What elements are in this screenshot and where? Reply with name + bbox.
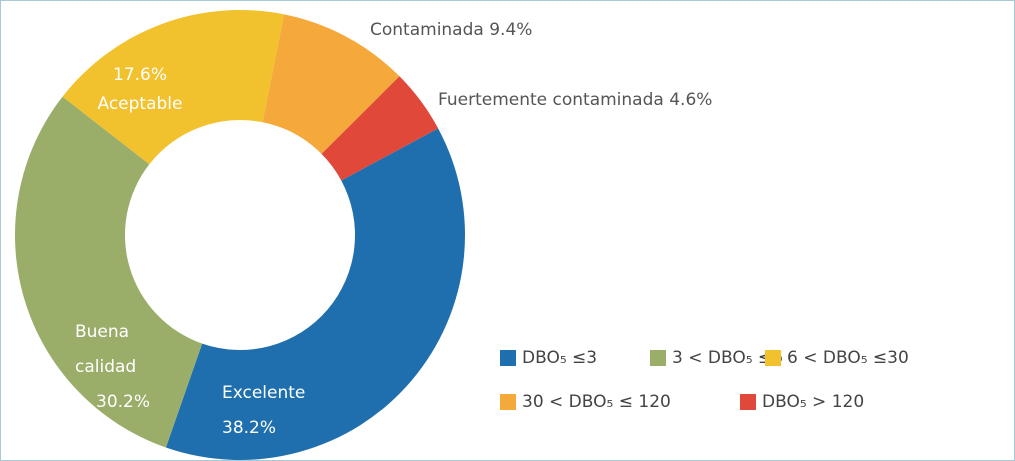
legend-swatch <box>500 350 516 366</box>
donut-segment <box>262 14 400 154</box>
legend-swatch <box>740 394 756 410</box>
legend-label: 6 < DBO₅ ≤30 <box>787 348 909 368</box>
legend-label: 3 < DBO₅ ≤6 <box>672 348 783 368</box>
slice-value-label: 30.2% <box>96 392 150 412</box>
slice-label: Fuertemente contaminada 4.6% <box>438 90 712 110</box>
donut-segment <box>321 76 439 181</box>
slice-value-label: 17.6% <box>113 65 167 85</box>
legend-label: 30 < DBO₅ ≤ 120 <box>522 392 671 412</box>
donut-segment <box>14 96 203 448</box>
legend-swatch <box>765 350 781 366</box>
donut-segment <box>62 9 285 165</box>
legend-label: DBO₅ > 120 <box>762 392 864 412</box>
slice-value-label: 38.2% <box>222 418 276 438</box>
slice-label-word: calidad <box>75 357 136 377</box>
legend-swatch <box>650 350 666 366</box>
slice-label-name: Contaminada <box>370 20 484 40</box>
slice-label: Contaminada 9.4% <box>370 20 532 40</box>
slice-label-name: Fuertemente contaminada <box>438 90 664 110</box>
slice-label-word: Buena <box>75 322 129 342</box>
slice-value-label: 9.4% <box>489 20 532 40</box>
legend-swatch <box>500 394 516 410</box>
slice-value-label: 4.6% <box>669 90 712 110</box>
slice-label: Aceptable <box>98 94 183 114</box>
legend-label: DBO₅ ≤3 <box>522 348 597 368</box>
slice-label: Excelente <box>222 383 305 403</box>
slice-label: Buena calidad <box>75 322 136 377</box>
donut-segment <box>165 128 465 461</box>
